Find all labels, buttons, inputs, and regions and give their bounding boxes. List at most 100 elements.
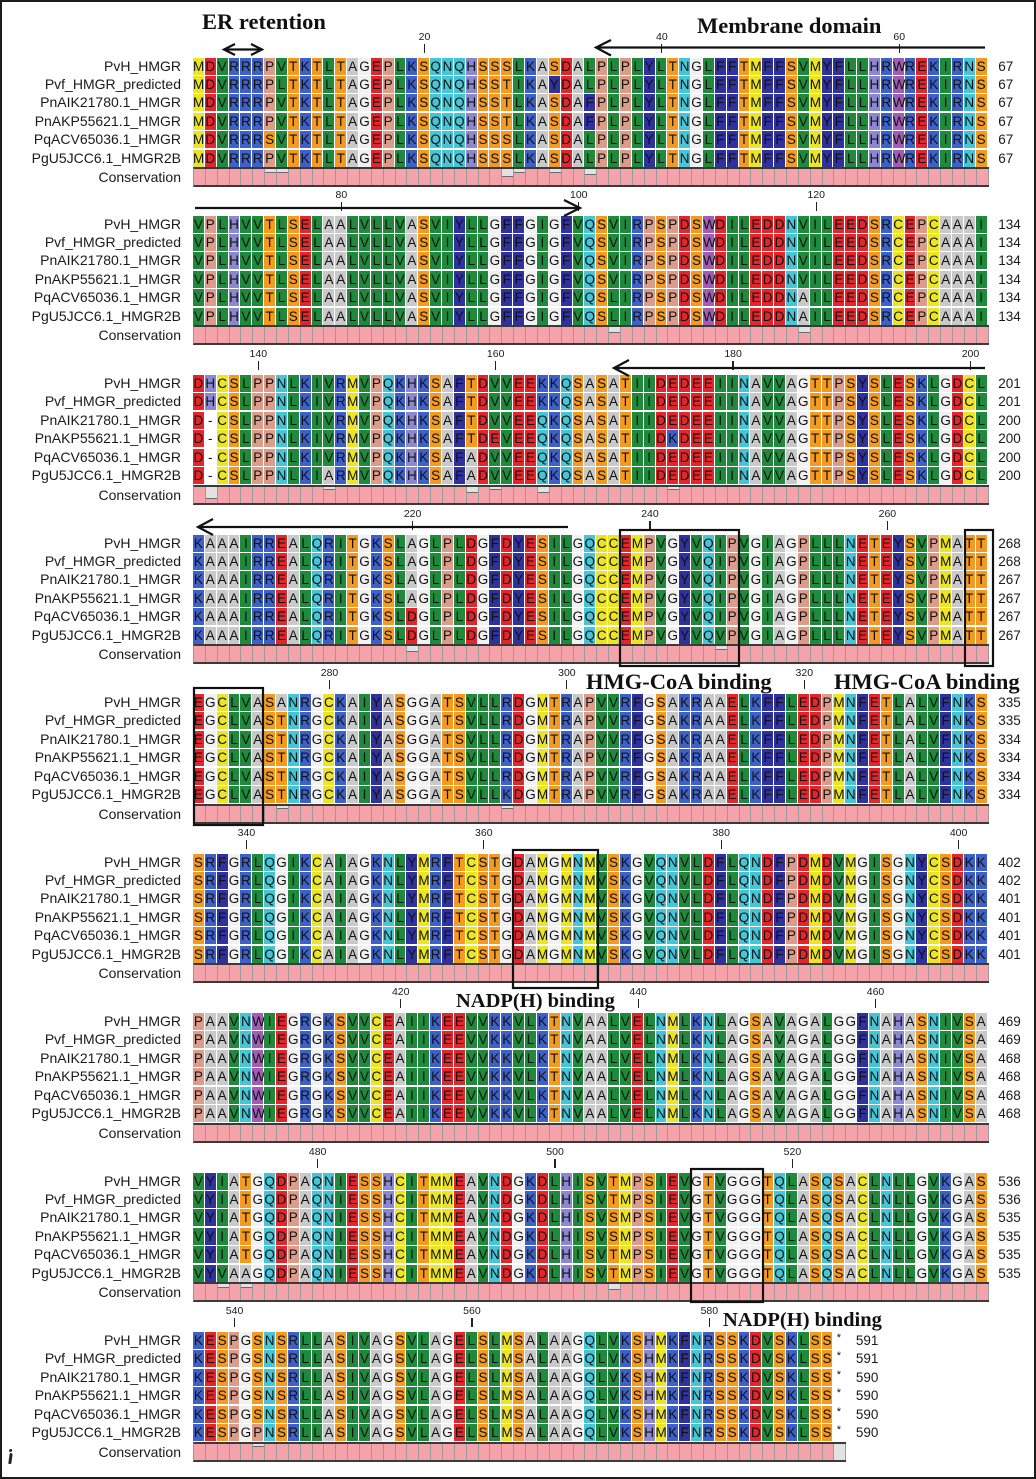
residue-cell: T — [489, 927, 502, 945]
conservation-column — [715, 965, 728, 982]
residue-cell: E — [453, 1332, 466, 1349]
residue-cell: A — [904, 1105, 917, 1122]
residue-cell: V — [608, 1387, 620, 1405]
residue-cell: A — [287, 571, 300, 589]
residue-cell: Q — [382, 375, 395, 392]
residue-cell: A — [335, 307, 348, 325]
residue-cell: G — [525, 252, 537, 270]
residue-cell: G — [406, 730, 419, 748]
residue-cell: M — [536, 908, 549, 926]
residue-cell: D — [276, 1209, 288, 1227]
conservation-fill — [241, 965, 253, 982]
residue-cell: V — [513, 1086, 526, 1104]
residue-cell: G — [406, 786, 419, 803]
residue-cell: Y — [916, 927, 929, 945]
residue-cell: D — [513, 694, 526, 711]
conservation-fill — [514, 171, 526, 186]
conservation-column — [324, 169, 337, 186]
residue-cell: V — [608, 694, 620, 711]
residue-cell: N — [442, 131, 454, 149]
conservation-column — [953, 1124, 965, 1141]
residue-cell: Q — [584, 552, 597, 570]
residue-cell: E — [525, 608, 537, 626]
residue-cell: F — [560, 270, 573, 288]
residue-cell: I — [868, 871, 881, 889]
residue-cell: L — [608, 1068, 620, 1086]
residue-cell: V — [477, 1172, 490, 1190]
sequence-name-label: PnAIK21780.1_HMGR — [40, 730, 181, 747]
residue-cell: I — [240, 608, 253, 626]
residue-cell: M — [560, 890, 573, 908]
residue-cell: V — [276, 57, 288, 75]
residue-cell: L — [797, 1350, 810, 1368]
residue-cell: K — [370, 608, 383, 626]
residue-cell: F — [679, 1387, 692, 1405]
conservation-column — [217, 646, 230, 663]
residue-cell: L — [489, 694, 502, 711]
residue-cell: P — [821, 786, 834, 803]
residue-cell: S — [726, 1350, 739, 1368]
residue-cell: K — [525, 75, 537, 93]
residue-cell: D — [714, 215, 727, 233]
residue-cell: T — [489, 871, 502, 889]
conservation-column — [383, 1284, 396, 1301]
conservation-column — [502, 327, 515, 344]
conservation-fill — [419, 1124, 431, 1141]
conservation-column — [466, 169, 479, 186]
residue-cell: A — [525, 1332, 537, 1349]
residue-cell: M — [430, 1190, 443, 1208]
residue-cell: L — [608, 1031, 620, 1049]
conservation-column — [502, 1124, 515, 1141]
conservation-fill — [419, 1284, 431, 1301]
residue-cell: D — [762, 853, 775, 871]
residue-cell: F — [714, 908, 727, 926]
residue-cell: S — [940, 945, 952, 963]
residue-cell: N — [264, 1424, 277, 1441]
residue-cell: G — [276, 945, 288, 963]
residue-cell: S — [335, 1387, 348, 1405]
residue-cell: T — [240, 1227, 253, 1245]
conservation-fill — [360, 1124, 371, 1141]
residue-cell: L — [643, 1013, 656, 1030]
residue-cell: Y — [679, 589, 692, 607]
residue-cell: S — [750, 1068, 763, 1086]
residue-cell: M — [347, 411, 360, 429]
residue-cell: V — [347, 1068, 360, 1086]
residue-cell: G — [359, 75, 371, 93]
residue-cell: E — [370, 131, 383, 149]
residue-cell: I — [655, 1172, 668, 1190]
residue-cell: V — [394, 307, 407, 325]
residue-cell: S — [264, 694, 277, 711]
conservation-fill — [288, 1284, 300, 1301]
conservation-fill — [419, 486, 431, 503]
residue-cell: L — [311, 1332, 324, 1349]
residue-cell: E — [868, 767, 881, 785]
residue-cell: K — [619, 890, 632, 908]
conservation-column — [312, 486, 325, 503]
residue-cell: S — [276, 1424, 288, 1441]
residue-cell: F — [216, 945, 229, 963]
residue-cell: A — [952, 307, 964, 325]
residue-cell: F — [714, 853, 727, 871]
residue-cell: A — [228, 1227, 241, 1245]
residue-cell: L — [489, 1350, 502, 1368]
residue-cell: A — [785, 1031, 798, 1049]
conservation-fill — [609, 169, 620, 186]
residue-cell: L — [347, 289, 360, 307]
conservation-column — [526, 169, 538, 186]
residue-cell: G — [833, 1086, 846, 1104]
residue-cell: A — [406, 215, 419, 233]
conservation-fill — [336, 646, 348, 663]
residue-cell: L — [702, 149, 715, 167]
residue-cell: A — [750, 411, 763, 429]
residue-cell: R — [228, 131, 241, 149]
residue-cell: P — [193, 1049, 205, 1067]
residue-cell: V — [501, 393, 514, 411]
residue-cell: G — [857, 908, 869, 926]
residue-cell: L — [299, 589, 312, 607]
residue-cell: A — [228, 1172, 241, 1190]
residue-cell: M — [619, 1172, 632, 1190]
conservation-fill — [798, 1124, 810, 1141]
residue-cell: P — [643, 589, 656, 607]
